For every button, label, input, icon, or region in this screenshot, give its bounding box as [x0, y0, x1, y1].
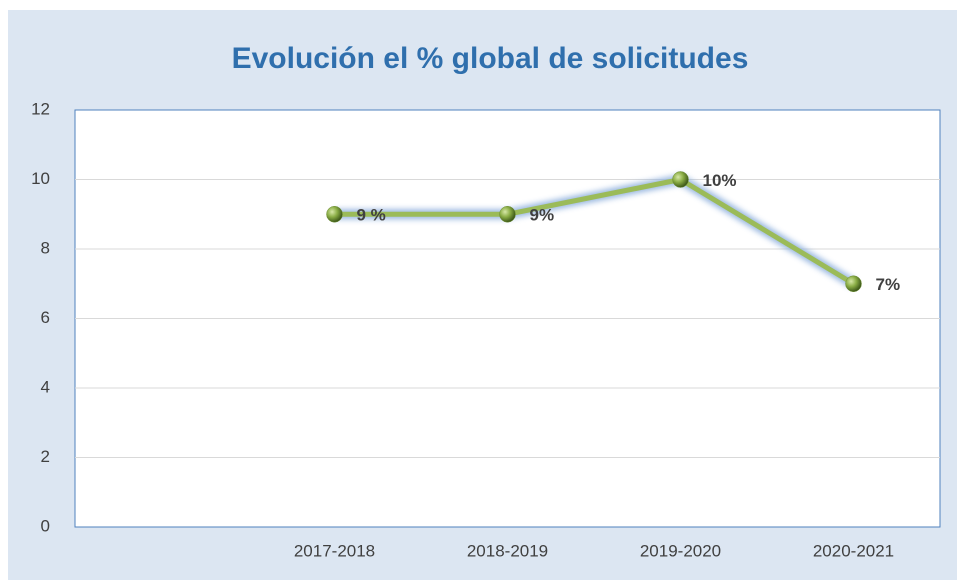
y-tick-label: 0: [41, 516, 50, 535]
y-tick-label: 4: [41, 377, 50, 396]
marker: [326, 206, 343, 223]
data-label: 9 %: [357, 206, 386, 225]
data-label: 7%: [876, 275, 901, 294]
marker: [672, 171, 689, 188]
x-tick-label: 2019-2020: [640, 541, 721, 560]
chart-title: Evolución el % global de solicitudes: [232, 42, 749, 75]
data-label: 9%: [530, 206, 555, 225]
y-tick-label: 8: [41, 238, 50, 257]
marker: [845, 275, 862, 292]
x-tick-label: 2018-2019: [467, 541, 548, 560]
y-tick-label: 12: [31, 99, 50, 118]
x-tick-label: 2017-2018: [294, 541, 375, 560]
y-tick-label: 6: [41, 308, 50, 327]
y-tick-label: 2: [41, 447, 50, 466]
data-label: 10%: [703, 171, 737, 190]
marker: [499, 206, 516, 223]
series-line: [334, 177, 855, 286]
y-tick-label: 10: [31, 169, 50, 188]
x-tick-label: 2020-2021: [813, 541, 894, 560]
